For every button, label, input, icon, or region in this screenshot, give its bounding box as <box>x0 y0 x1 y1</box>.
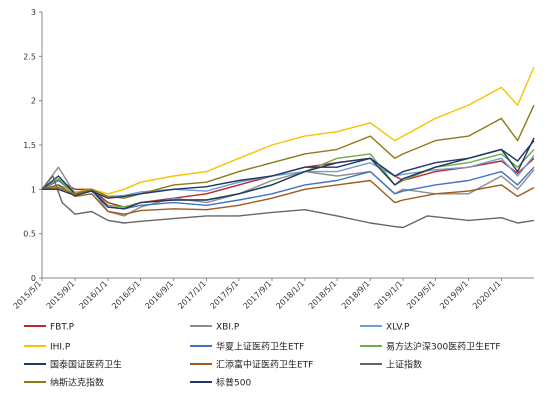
y-tick-label: 1.5 <box>23 141 36 150</box>
y-tick-label: 1 <box>31 185 36 194</box>
x-tick-label: 2018/9/1 <box>340 279 372 311</box>
x-tick-label: 2016/9/1 <box>143 279 175 311</box>
x-tick-label: 2017/1/1 <box>176 279 208 311</box>
y-tick-label: 0 <box>31 274 36 283</box>
y-tick-label: 0.5 <box>23 230 36 239</box>
series-line-10 <box>42 137 535 199</box>
y-tick-label: 3 <box>31 8 36 17</box>
x-tick-label: 2017/9/1 <box>242 279 274 311</box>
legend-label: 国泰国证医药卫生 <box>50 359 122 371</box>
x-tick-label: 2016/5/1 <box>110 279 142 311</box>
x-tick-label: 2015/5/1 <box>12 279 44 311</box>
chart-series-layer <box>41 66 535 229</box>
legend-label: 上证指数 <box>386 359 422 371</box>
legend-label: FBT.P <box>50 323 75 333</box>
legend-label: 纳斯达克指数 <box>50 377 104 389</box>
x-tick-label: 2017/5/1 <box>208 279 240 311</box>
legend-label: 易方达沪深300医药卫生ETF <box>386 341 501 353</box>
legend-label: XBI.P <box>216 323 240 333</box>
x-tick-label: 2019/5/1 <box>405 279 437 311</box>
series-line-9 <box>41 104 535 199</box>
x-tick-label: 2015/9/1 <box>45 279 77 311</box>
chart-legend: FBT.P XBI.P XLV.P IHI.P 华夏上证医药卫生ETF 易方达沪深300医… <box>24 323 501 389</box>
legend-label: 华夏上证医药卫生ETF <box>216 341 304 353</box>
x-tick-label: 2018/1/1 <box>274 279 306 311</box>
x-tick-label: 2018/5/1 <box>307 279 339 311</box>
y-tick-label: 2 <box>31 97 36 106</box>
legend-label: IHI.P <box>50 343 71 353</box>
legend-label: 标普500 <box>216 377 251 389</box>
series-line-6 <box>41 140 535 210</box>
series-line-4 <box>41 166 535 210</box>
x-tick-label: 2020/1/1 <box>471 279 503 311</box>
series-line-7 <box>41 179 535 215</box>
legend-label: XLV.P <box>386 323 410 333</box>
series-line-3 <box>41 66 535 195</box>
x-tick-label: 2019/9/1 <box>438 279 470 311</box>
series-line-0 <box>41 157 535 208</box>
series-line-8 <box>41 175 535 229</box>
legend-label: 汇添富中证医药卫生ETF <box>216 359 313 371</box>
x-tick-label: 2016/1/1 <box>78 279 110 311</box>
x-tick-label: 2019/1/1 <box>373 279 405 311</box>
y-tick-label: 2.5 <box>23 52 36 61</box>
